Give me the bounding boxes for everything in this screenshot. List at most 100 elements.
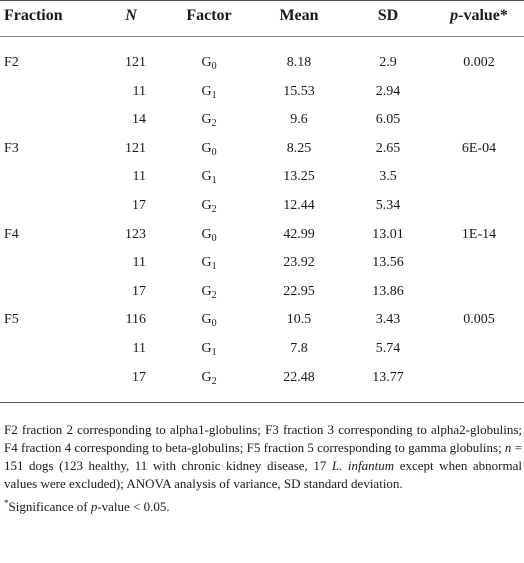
cell-sd: 13.01 xyxy=(372,226,404,242)
table-header-rule xyxy=(0,36,524,37)
cell-mean: 13.25 xyxy=(283,169,315,185)
cell-mean: 8.25 xyxy=(286,140,312,156)
cell-n: 14 xyxy=(132,112,146,128)
factor-subscript: 0 xyxy=(211,318,217,330)
cell-n: 11 xyxy=(132,169,146,185)
cell-n: 17 xyxy=(132,198,146,213)
cell-n: 17 xyxy=(132,283,146,299)
table-header-row: Fraction N Factor Mean SD p-value* xyxy=(0,0,524,36)
factor-subscript: 2 xyxy=(211,118,217,130)
cell-mean: 7.8 xyxy=(290,341,308,356)
table-row: 17 G2 22.48 13.77 xyxy=(0,364,524,392)
significance-p: p xyxy=(90,499,98,514)
header-pvalue-rest: -value* xyxy=(458,7,508,24)
cell-sd: 3.43 xyxy=(375,312,401,328)
factor-base: G xyxy=(201,341,212,356)
cell-n: 17 xyxy=(132,369,146,385)
header-mean: Mean xyxy=(279,7,319,24)
table-row: F2 121 G0 8.18 2.9 0.002 xyxy=(0,49,524,77)
cell-mean: 15.53 xyxy=(283,83,315,99)
cell-factor: G0 xyxy=(201,49,216,77)
factor-subscript: 1 xyxy=(211,347,217,358)
header-pvalue: p-value* xyxy=(450,6,508,26)
cell-sd: 5.34 xyxy=(375,198,401,213)
table-row: F5 116 G0 10.5 3.43 0.005 xyxy=(0,306,524,334)
cell-mean: 42.99 xyxy=(283,226,315,242)
cell-pvalue: 0.005 xyxy=(463,312,495,328)
table-bottom-rule xyxy=(0,402,524,403)
factor-base: G xyxy=(201,283,212,299)
cell-fraction: F2 xyxy=(4,55,19,70)
cell-mean: 23.92 xyxy=(283,255,315,271)
cell-factor: G1 xyxy=(201,78,216,106)
significance-star: * xyxy=(4,498,9,508)
factor-base: G xyxy=(201,112,212,128)
cell-n: 121 xyxy=(125,55,146,70)
factor-subscript: 1 xyxy=(211,175,217,187)
footnote-text-3: except when abnormal values were exclude… xyxy=(4,458,522,491)
factor-subscript: 1 xyxy=(211,89,217,101)
cell-sd: 6.05 xyxy=(375,112,401,128)
table-row: F4 123 G0 42.99 13.01 1E-14 xyxy=(0,221,524,249)
factor-subscript: 1 xyxy=(211,261,217,273)
cell-pvalue: 6E-04 xyxy=(461,140,497,156)
cell-factor: G1 xyxy=(201,249,216,277)
cell-fraction: F5 xyxy=(4,312,19,328)
significance-text-b: -value < 0.05. xyxy=(97,499,170,514)
cell-factor: G1 xyxy=(201,163,216,191)
significance-note: *Significance of p-value < 0.05. xyxy=(4,498,522,516)
cell-sd: 5.74 xyxy=(375,341,401,356)
cell-n: 123 xyxy=(125,226,146,242)
factor-base: G xyxy=(201,55,212,70)
cell-factor: G2 xyxy=(201,278,216,306)
cell-mean: 12.44 xyxy=(283,198,315,213)
cell-sd: 13.86 xyxy=(372,283,404,299)
cell-factor: G1 xyxy=(201,335,216,363)
factor-base: G xyxy=(201,226,212,242)
cell-fraction: F4 xyxy=(4,226,19,242)
cell-fraction: F3 xyxy=(4,140,19,156)
cell-sd: 3.5 xyxy=(379,169,397,185)
factor-subscript: 2 xyxy=(211,289,217,301)
factor-base: G xyxy=(201,83,212,99)
header-pvalue-p: p xyxy=(450,7,459,24)
cell-factor: G2 xyxy=(201,192,216,220)
cell-sd: 2.94 xyxy=(375,83,401,99)
cell-sd: 2.9 xyxy=(379,55,397,70)
table-top-rule xyxy=(0,0,524,1)
cell-factor: G2 xyxy=(201,106,216,134)
cell-mean: 22.48 xyxy=(283,369,315,385)
footnote-text-1: F2 fraction 2 corresponding to alpha1-gl… xyxy=(4,422,522,455)
factor-base: G xyxy=(201,198,212,213)
factor-subscript: 2 xyxy=(211,204,217,215)
cell-n: 11 xyxy=(132,341,146,356)
factor-base: G xyxy=(201,255,212,271)
header-n: N xyxy=(125,7,137,24)
cell-factor: G0 xyxy=(201,306,216,334)
cell-factor: G0 xyxy=(201,135,216,163)
table-row: 11 G1 15.53 2.94 xyxy=(0,78,524,106)
cell-factor: G2 xyxy=(201,364,216,392)
table-row: 11 G1 7.8 5.74 xyxy=(0,335,524,363)
table-row: 11 G1 13.25 3.5 xyxy=(0,163,524,191)
footnote-n-symbol: n xyxy=(504,440,512,455)
header-sd: SD xyxy=(377,7,399,24)
cell-n: 11 xyxy=(132,255,146,271)
footnote-species: L. infantum xyxy=(331,458,395,473)
cell-mean: 8.18 xyxy=(286,55,312,70)
cell-sd: 13.77 xyxy=(372,369,404,385)
table-row: 11 G1 23.92 13.56 xyxy=(0,249,524,277)
table-row: 17 G2 12.44 5.34 xyxy=(0,192,524,220)
cell-n: 116 xyxy=(125,312,146,328)
cell-mean: 9.6 xyxy=(290,112,308,128)
factor-subscript: 2 xyxy=(211,375,217,387)
cell-n: 121 xyxy=(125,140,146,156)
cell-pvalue: 1E-14 xyxy=(461,226,497,242)
header-factor: Factor xyxy=(186,7,232,24)
significance-text-a: Significance of xyxy=(8,499,91,514)
factor-base: G xyxy=(201,312,212,328)
cell-n: 11 xyxy=(132,83,146,99)
table-row: 17 G2 22.95 13.86 xyxy=(0,278,524,306)
cell-sd: 13.56 xyxy=(372,255,404,271)
table-row: F3 121 G0 8.25 2.65 6E-04 xyxy=(0,135,524,163)
